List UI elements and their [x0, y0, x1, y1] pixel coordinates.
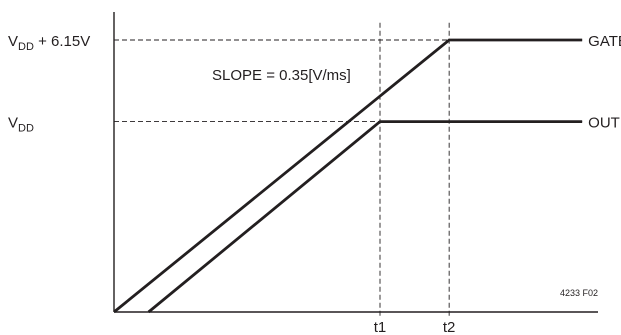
- y-label-main: V: [8, 33, 18, 50]
- axes: [113, 12, 598, 313]
- y-label-gate: VDD + 6.15V: [8, 33, 90, 53]
- figure-id: 4233 F02: [560, 288, 598, 298]
- slope-annotation: SLOPE = 0.35[V/ms]: [212, 67, 351, 84]
- x-tick-label-t2: t2: [443, 319, 456, 335]
- y-label-sub: DD: [18, 123, 34, 135]
- series-out: [147, 120, 583, 314]
- y-label-main: V: [8, 115, 18, 132]
- series-gate: [113, 38, 583, 314]
- series-group: GATE OUT: [113, 33, 621, 314]
- x-tick-label-t1: t1: [374, 319, 387, 335]
- y-label-vdd: VDD: [8, 115, 34, 135]
- y-label-suffix: + 6.15V: [34, 33, 90, 50]
- series-label-gate: GATE: [588, 33, 621, 50]
- y-label-sub: DD: [18, 41, 34, 53]
- x-tick-labels: t1 t2: [374, 319, 456, 335]
- series-label-out: OUT: [588, 115, 620, 132]
